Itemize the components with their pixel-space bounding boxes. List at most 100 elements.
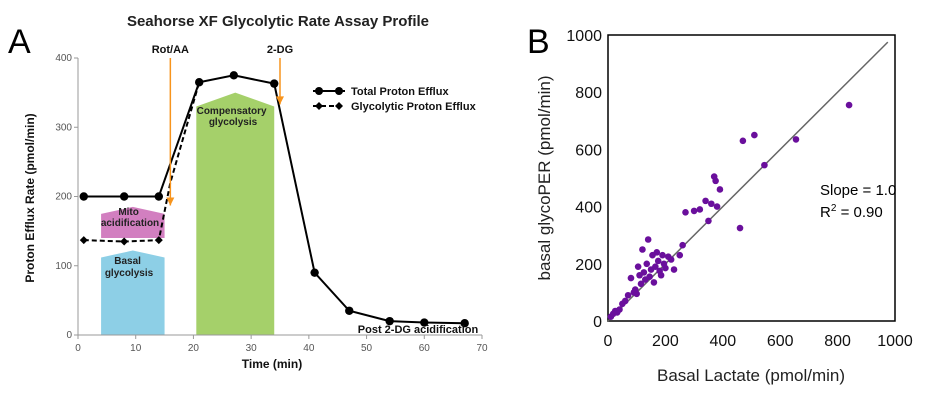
slope-stat: Slope = 1.0	[820, 182, 896, 199]
scatter-point	[654, 257, 662, 265]
compensatory-glycolysis-line-1: Compensatory	[197, 106, 267, 117]
panel-a-x-tick-label: 40	[303, 343, 315, 354]
total-proton-efflux-point	[270, 79, 279, 88]
injection-arrow-head	[166, 197, 175, 206]
panel-b-y-tick-label: 1000	[566, 28, 602, 45]
legend-glyco-label: Glycolytic Proton Efflux	[351, 101, 477, 113]
panel-a-y-tick-label: 400	[55, 53, 72, 64]
scatter-point	[662, 264, 669, 272]
panel-a-y-tick-label: 300	[55, 122, 72, 133]
post-2dg-annotation: Post 2-DG acidification	[358, 324, 479, 336]
panel-a-y-tick-label: 100	[55, 261, 72, 272]
legend-total-marker	[315, 87, 323, 95]
scatter-point	[643, 260, 651, 268]
injection-label: 2-DG	[267, 44, 293, 56]
panel-a-regions	[101, 92, 275, 335]
total-proton-efflux-point	[385, 316, 394, 326]
basal-glycolysis-label: Basal glycolysis	[105, 256, 154, 279]
mito-acidification-region	[101, 206, 165, 239]
regression-line	[607, 41, 889, 322]
r-squared-prefix: R	[820, 204, 831, 221]
panel-b-x-tick-label: 1000	[877, 333, 913, 350]
panel-b-x-tick-label: 800	[824, 333, 851, 350]
scatter-point	[621, 297, 629, 305]
total-proton-efflux-point	[79, 192, 88, 201]
total-proton-efflux-point	[229, 71, 239, 80]
panel-a-axes: 0 10 20 30 40 50 60 70 0 100 200 300 400	[55, 53, 488, 354]
panel-a-title: Seahorse XF Glycolytic Rate Assay Profil…	[127, 13, 429, 30]
panel-a: A Seahorse XF Glycolytic Rate Assay Prof…	[8, 13, 488, 371]
scatter-point	[639, 246, 646, 253]
total-proton-efflux-point	[420, 318, 429, 327]
scatter-point	[667, 256, 675, 263]
panel-a-x-tick-label: 50	[361, 343, 373, 354]
panel-a-injections: Rot/AA 2-DG	[152, 44, 293, 206]
panel-a-x-tick-label: 70	[476, 343, 488, 354]
scatter-point	[736, 224, 744, 232]
scatter-point	[624, 291, 632, 299]
panel-a-x-tick-label: 60	[419, 343, 431, 354]
panel-b-y-tick-label: 200	[575, 257, 602, 274]
scatter-point	[702, 197, 709, 205]
panel-b-fit-line	[607, 41, 889, 322]
scatter-point	[761, 161, 768, 169]
scatter-point	[705, 217, 712, 225]
scatter-point	[690, 207, 698, 215]
panel-a-y-tick-label: 0	[66, 330, 72, 341]
scatter-point	[634, 263, 642, 270]
panel-b-x-tick-label: 0	[604, 333, 613, 350]
total-proton-efflux-point	[310, 268, 319, 277]
basal-glycolysis-region	[101, 250, 165, 335]
scatter-point	[739, 137, 747, 145]
panel-a-y-tick-label: 200	[55, 192, 72, 203]
panel-b-x-tick-label: 200	[652, 333, 679, 350]
scatter-point	[633, 290, 640, 298]
panel-a-series	[79, 71, 469, 328]
panel-a-x-axis-label: Time (min)	[242, 357, 302, 371]
scatter-point	[670, 266, 678, 273]
scatter-point	[682, 209, 689, 216]
glycolytic-proton-efflux-point	[154, 236, 163, 245]
panel-b-letter: B	[527, 23, 550, 61]
panel-a-x-tick-label: 0	[75, 343, 81, 354]
r-squared-stat: R2 = 0.90	[820, 203, 883, 221]
scatter-point	[653, 249, 661, 256]
panel-b-x-tick-label: 600	[767, 333, 794, 350]
total-proton-efflux-point	[195, 78, 204, 87]
compensatory-glycolysis-label: Compensatory glycolysis	[197, 106, 270, 128]
compensatory-glycolysis-region	[196, 92, 275, 335]
scatter-point	[652, 263, 659, 270]
glycolytic-proton-efflux-point	[120, 237, 129, 246]
panel-b-y-tick-label: 0	[593, 314, 602, 331]
mito-acidification-line-2: acidification	[101, 218, 159, 229]
scatter-point	[616, 306, 623, 313]
scatter-point	[644, 236, 652, 243]
panel-b: B 0 200 400 600 800 1000 0 200 400 600 800 1000 Bas…	[527, 23, 913, 385]
scatter-point	[627, 274, 635, 282]
total-proton-efflux-point	[119, 192, 129, 201]
total-proton-efflux-point	[154, 192, 163, 201]
scatter-point	[679, 241, 686, 249]
panel-a-x-tick-label: 20	[188, 343, 200, 354]
basal-glycolysis-line-1: Basal	[114, 256, 141, 267]
legend-total-label: Total Proton Efflux	[351, 86, 449, 98]
scatter-point	[708, 200, 715, 208]
panel-b-y-tick-label: 400	[575, 200, 602, 217]
panel-b-axes: 0 200 400 600 800 1000 0 200 400 600 800 1000	[566, 28, 912, 350]
scatter-point	[657, 271, 665, 279]
panel-b-y-tick-label: 800	[575, 85, 602, 102]
panel-a-letter: A	[8, 23, 31, 61]
panel-a-legend: Total Proton Efflux Glycolytic Proton Ef…	[313, 86, 477, 113]
panel-a-y-axis-label: Proton Efflux Rate (pmol/min)	[23, 113, 37, 282]
mito-acidification-label: Mito acidification	[101, 207, 159, 229]
scatter-point	[646, 273, 653, 280]
injection-arrow-head	[276, 96, 284, 105]
panel-b-y-axis-label: basal glycoPER (pmol/min)	[535, 75, 554, 280]
panel-a-x-tick-label: 10	[130, 343, 142, 354]
total-proton-efflux-point	[460, 319, 469, 328]
r-squared-superscript: 2	[831, 203, 837, 214]
scatter-point	[640, 269, 648, 276]
scatter-point	[716, 186, 724, 193]
